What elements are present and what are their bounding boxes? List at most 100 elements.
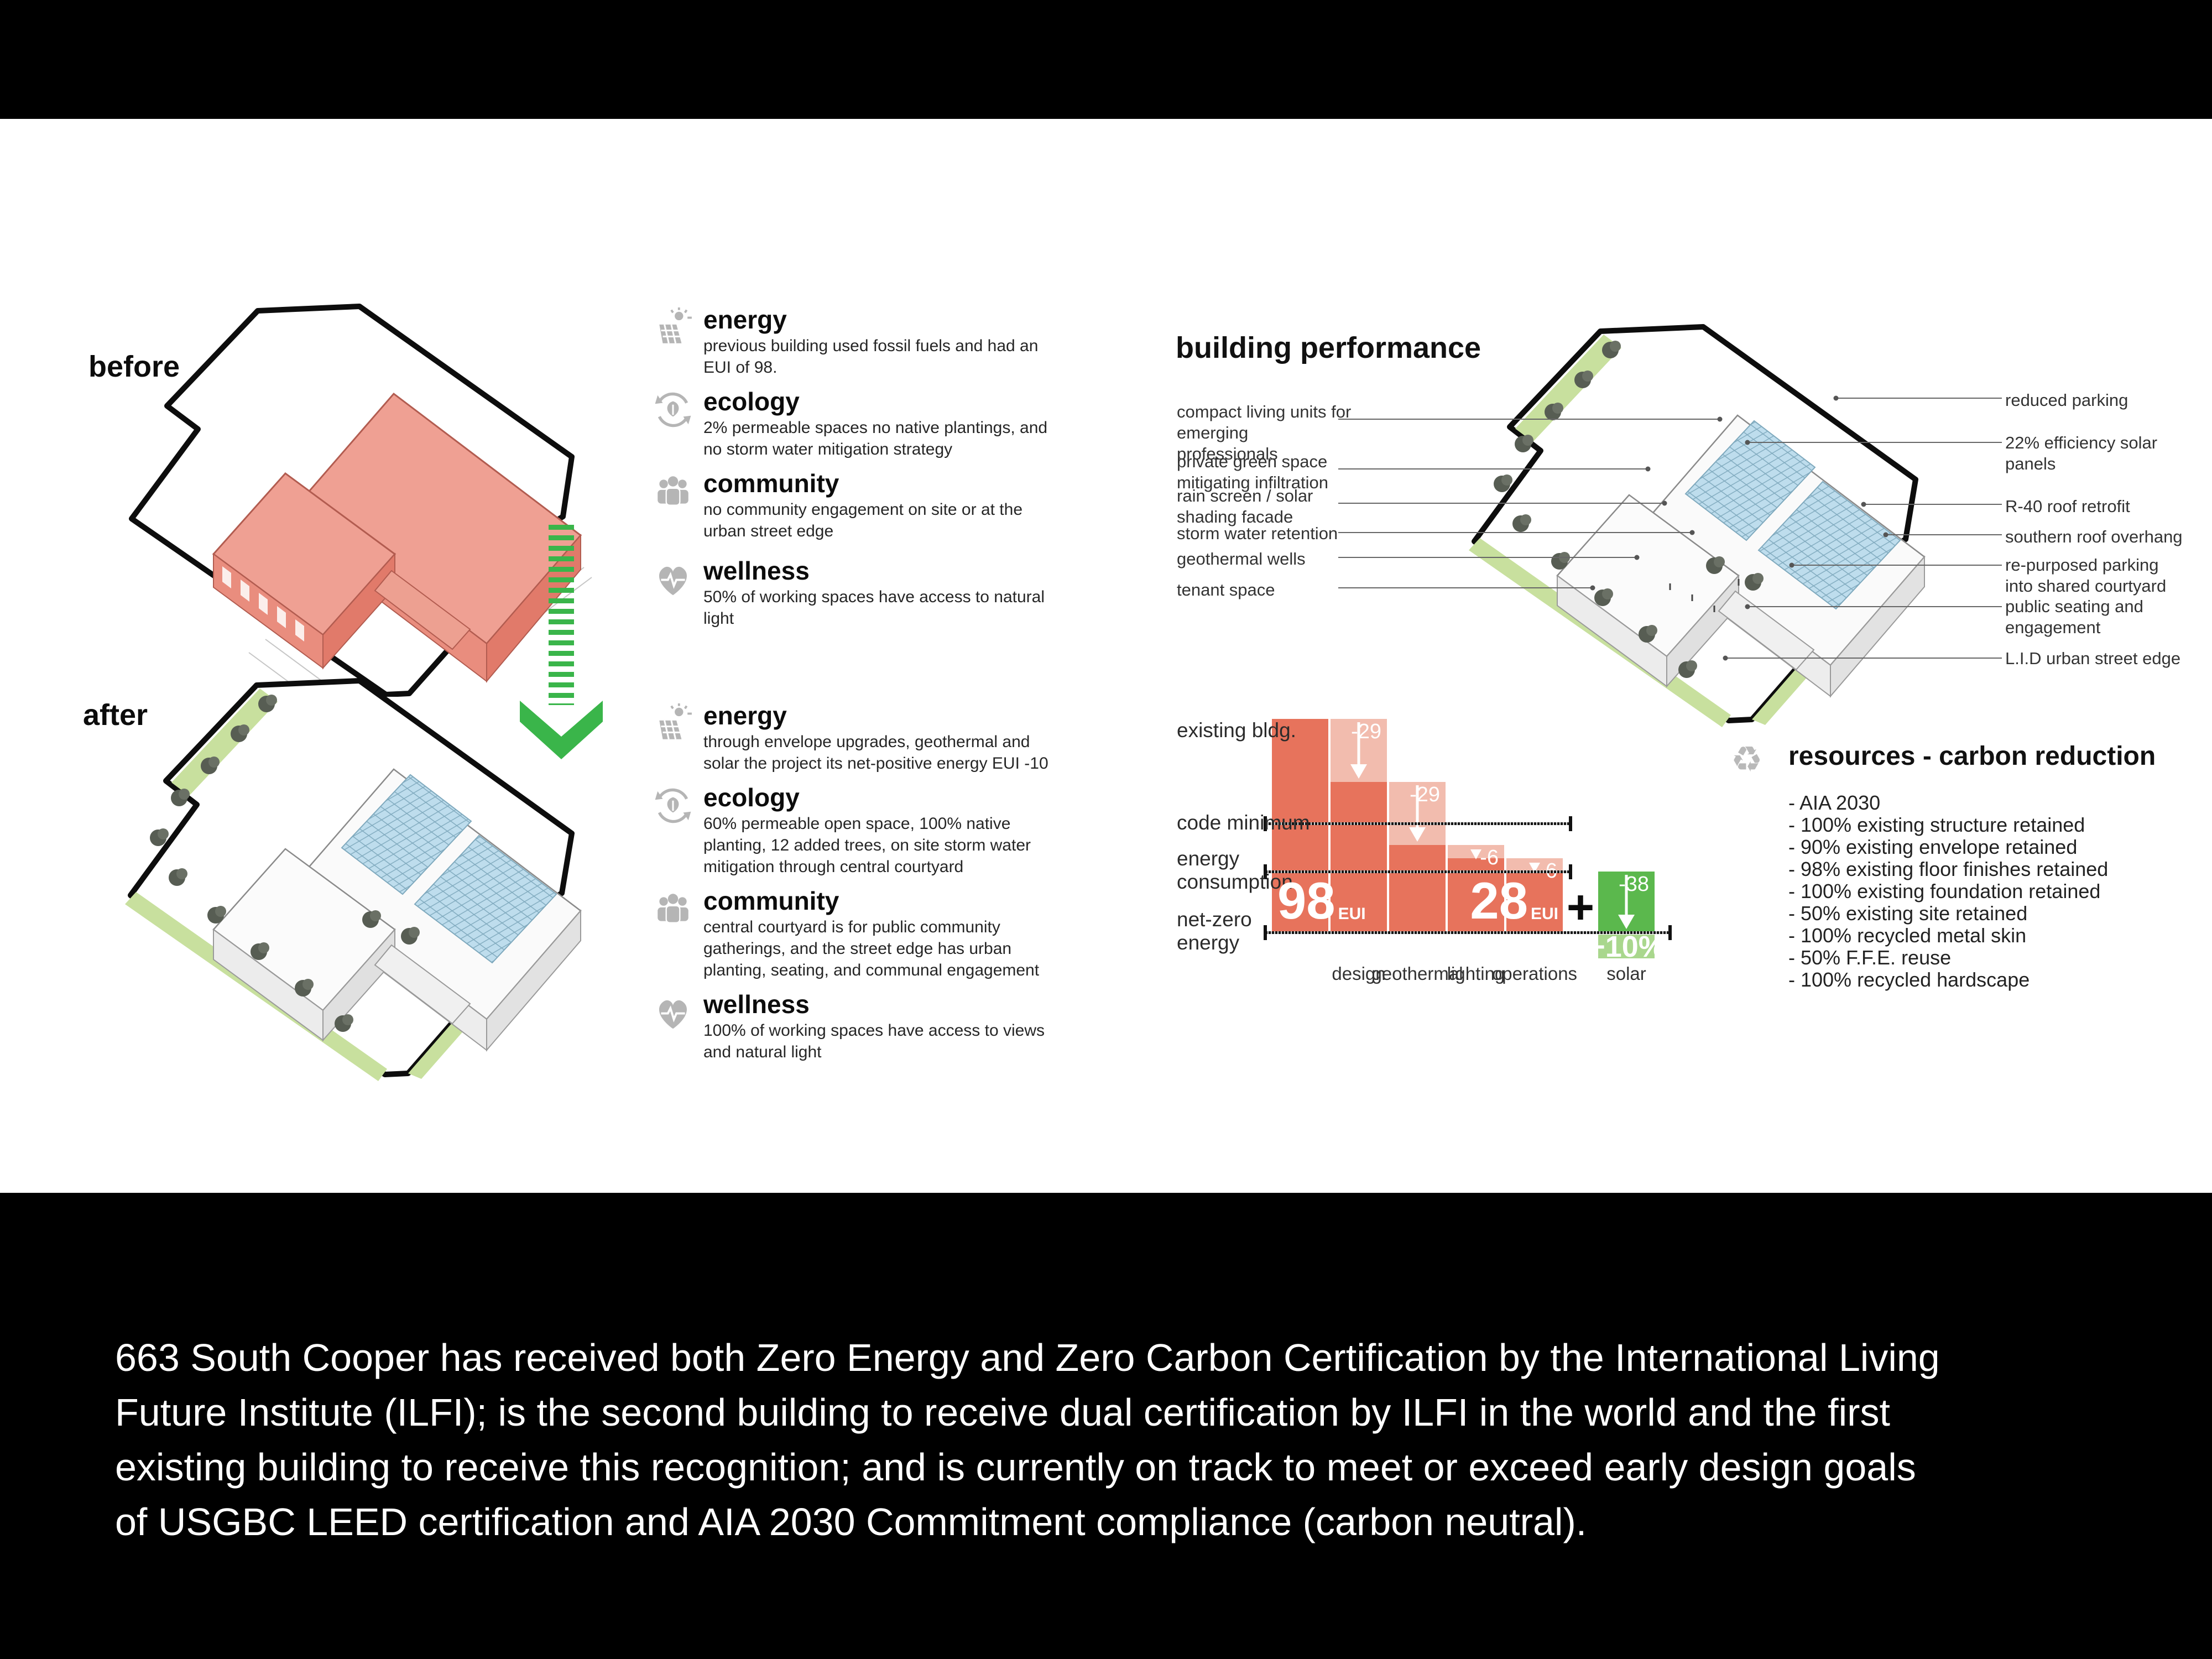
chart-category-label: geothermal [1371,963,1463,984]
metric-community: community central courtyard is for publi… [653,886,1065,981]
chart-bar [1331,782,1387,932]
chart-overshoot-box: +10% [1588,930,1665,963]
chart-solar-bar: -38 [1598,872,1655,932]
metric-title: energy [703,305,787,334]
resource-item: - 50% F.F.E. reuse [1788,946,1952,969]
chart-delta-box: -29 [1389,782,1446,845]
performance-axonometric-drawing [1338,324,2002,727]
chart-category-label: operations [1491,963,1578,984]
solar-array [341,774,472,895]
metric-title: community [703,469,839,498]
metric-ecology: ecology 2% permeable spaces no native pl… [653,387,1065,460]
perf-label-solar-panels: 22% efficiency solar panels [2005,433,2158,473]
community-icon [653,469,703,542]
retrofitted-building [1556,414,1926,698]
chart-bar [1272,719,1328,932]
wellness-icon [653,556,703,629]
resources-title: resources - carbon reduction [1788,742,2156,771]
after-axonometric-drawing [125,678,582,1081]
ecology-icon [653,783,703,878]
solar-array [414,834,557,964]
transformation-down-arrow-icon [520,525,603,759]
metric-body: through envelope upgrades, geothermal an… [703,733,1048,773]
metric-body: central courtyard is for public communit… [703,918,1040,979]
chart-delta-box: -29 [1331,719,1387,782]
after-label: after [83,698,148,732]
metric-community: community no community engagement on sit… [653,469,1065,542]
perf-label-tenant-space: tenant space [1177,580,1275,599]
resource-item: - 100% existing foundation retained [1788,880,2101,902]
resource-item: - AIA 2030 [1788,791,1881,814]
metric-body: 100% of working spaces have access to vi… [703,1021,1045,1061]
chart-solar-delta-label: -38 [1619,873,1649,896]
before-axonometric-drawing [129,304,592,697]
resource-item: - 100% recycled metal skin [1788,924,2027,947]
metric-title: energy [703,701,787,730]
chart-category-label: solar [1606,963,1646,984]
leader-lines [1338,395,2002,661]
chart-axis-label: code minimum [1177,811,1310,834]
perf-label-reduced-parking: reduced parking [2005,390,2128,410]
solar-panel-icon [653,305,703,378]
chart-reference-line [1264,925,1672,940]
metric-body: 60% permeable open space, 100% native pl… [703,815,1031,876]
caption-line: Future Institute (ILFI); is the second b… [115,1391,1890,1434]
wellness-icon [653,990,703,1063]
resource-item: - 50% existing site retained [1788,902,2028,925]
metric-title: ecology [703,783,800,812]
metric-title: community [703,886,839,915]
chart-category-label: lighting [1447,963,1505,984]
chart-delta-label: -6 [1480,846,1499,869]
chart-reference-line [1264,816,1572,831]
chart-bar [1506,872,1563,932]
retrofitted-building [212,768,582,1052]
metric-title: wellness [703,990,810,1019]
chart-bar [1389,845,1446,932]
chart-plus-sign: + [1566,881,1595,934]
chart-category-label: design [1332,963,1386,984]
metric-wellness: wellness 100% of working spaces have acc… [653,990,1065,1063]
perf-label-repurposed-parking: re-purposed parking into shared courtyar… [2005,555,2167,596]
building-connector [374,570,471,650]
caption-line: 663 South Cooper has received both Zero … [115,1336,1940,1379]
before-metrics-list: energy previous building used fossil fue… [653,305,1065,638]
building-connector [1718,590,1815,671]
building-connector [374,944,471,1025]
recycle-icon: ♻ [1731,739,1763,779]
perf-label-storm-water: storm water retention [1177,524,1338,543]
perf-label-rain-screen: rain screen / solar shading facade [1177,486,1313,526]
chart-axis-label: net-zero energy [1177,908,1252,954]
chart-axis-label: existing bldg. [1177,719,1296,742]
perf-label-public-seating: public seating and engagement [2005,597,2143,637]
perf-label-roof-retrofit: R-40 roof retrofit [2005,497,2130,516]
metric-wellness: wellness 50% of working spaces have acce… [653,556,1065,629]
caption-line: of USGBC LEED certification and AIA 2030… [115,1500,1587,1543]
perf-label-private-green: private green space mitigating infiltrat… [1177,452,1328,492]
resource-item: - 100% recycled hardscape [1788,968,2030,991]
chart-delta-label: -29 [1351,720,1381,743]
metric-body: 50% of working spaces have access to nat… [703,588,1045,628]
metric-energy: energy previous building used fossil fue… [653,305,1065,378]
chart-axis-label: energy consumption [1177,847,1293,893]
resource-item: - 100% existing structure retained [1788,813,2085,836]
metric-body: no community engagement on site or at th… [703,500,1023,540]
building-performance-title: building performance [1176,331,1481,364]
solar-array [1684,420,1816,541]
solar-panel-icon [653,701,703,774]
people-marks [1669,579,1740,612]
metric-body: 2% permeable spaces no native plantings,… [703,419,1048,458]
caption-line: existing building to receive this recogn… [115,1446,1916,1489]
chart-reference-line [1264,864,1572,879]
perf-label-geothermal: geothermal wells [1177,549,1306,568]
solar-array [1757,481,1901,610]
caption: 663 South Cooper has received both Zero … [115,1331,1940,1550]
resource-item: - 90% existing envelope retained [1788,836,2078,858]
existing-building-small-mass [212,472,397,670]
metric-ecology: ecology 60% permeable open space, 100% n… [653,783,1065,878]
chart-delta-box: -6 [1448,845,1504,868]
after-metrics-list: energy through envelope upgrades, geothe… [653,701,1065,1072]
perf-label-lid-street-edge: L.I.D urban street edge [2005,649,2181,668]
perf-label-compact-living: compact living units for emerging profes… [1177,402,1352,463]
metric-title: wellness [703,556,810,585]
